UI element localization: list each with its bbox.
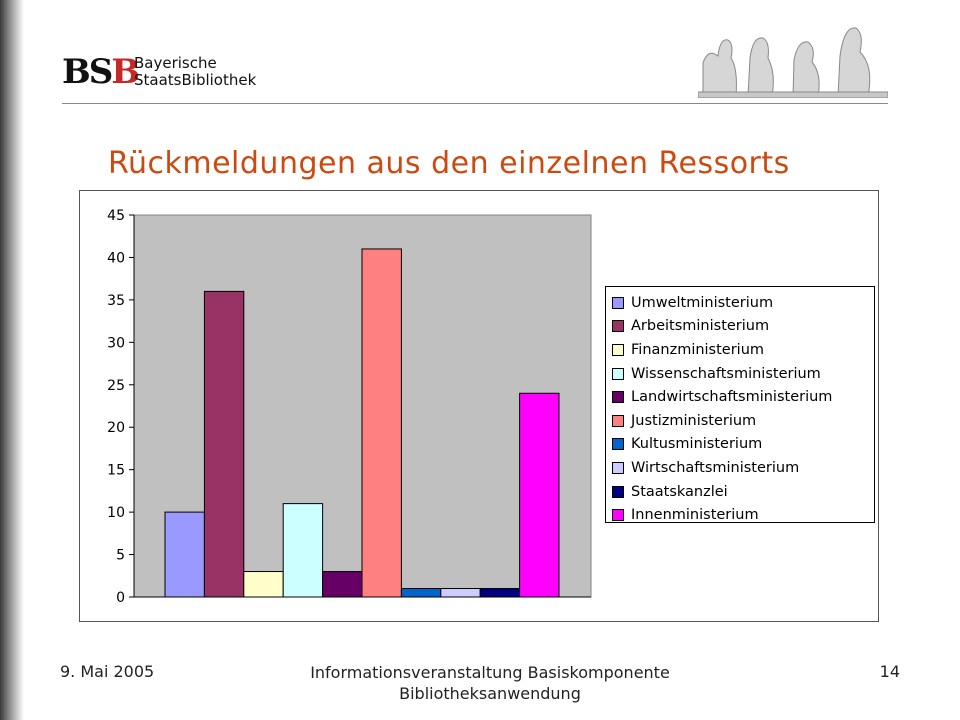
legend-swatch bbox=[612, 367, 624, 380]
legend-swatch bbox=[612, 320, 624, 333]
footer-page-number: 14 bbox=[879, 662, 900, 681]
y-tick-label: 45 bbox=[107, 208, 125, 224]
footer-presentation-title: Informationsveranstaltung Basiskomponent… bbox=[260, 662, 720, 704]
y-tick-label: 5 bbox=[116, 548, 125, 564]
y-tick-label: 0 bbox=[116, 590, 125, 606]
logo-wordmark: Bayerische StaatsBibliothek bbox=[134, 55, 256, 89]
bar-chart: 0 5 10 15 20 25 30 35 40 45 bbox=[107, 208, 592, 606]
bar-5 bbox=[322, 571, 363, 598]
logo-line-1: Bayerische bbox=[134, 54, 217, 72]
legend-label: Arbeitsministerium bbox=[631, 318, 770, 335]
y-tick-label: 25 bbox=[107, 378, 125, 394]
legend-item: Wissenschaftsministerium bbox=[606, 362, 874, 386]
legend-label: Wissenschaftsministerium bbox=[631, 365, 821, 382]
bar-10 bbox=[519, 392, 560, 598]
legend-swatch bbox=[612, 509, 624, 522]
bar-4 bbox=[282, 503, 324, 598]
bar-3 bbox=[243, 571, 284, 598]
legend-label: Innenministerium bbox=[631, 507, 759, 524]
legend-label: Staatskanzlei bbox=[631, 483, 728, 500]
legend-item: Staatskanzlei bbox=[606, 480, 874, 504]
legend-item: Justizministerium bbox=[606, 409, 874, 433]
legend-label: Finanzministerium bbox=[631, 341, 765, 358]
footer-title-line-1: Informationsveranstaltung Basiskomponent… bbox=[310, 663, 670, 682]
y-tick-label: 35 bbox=[107, 293, 125, 309]
statues-illustration bbox=[698, 27, 888, 98]
legend-item: Wirtschaftsministerium bbox=[606, 456, 874, 480]
logo-mark: BSB bbox=[62, 52, 140, 92]
page-title: Rückmeldungen aus den einzelnen Ressorts bbox=[108, 146, 790, 181]
footer-date: 9. Mai 2005 bbox=[60, 662, 155, 681]
legend-item: Innenministerium bbox=[606, 503, 874, 527]
header-divider bbox=[62, 103, 888, 104]
y-tick-label: 15 bbox=[107, 463, 125, 479]
legend-swatch bbox=[612, 343, 624, 356]
legend-label: Umweltministerium bbox=[631, 294, 774, 311]
bar-6 bbox=[361, 248, 402, 598]
bar-7 bbox=[400, 588, 442, 598]
legend-swatch bbox=[612, 461, 624, 474]
legend-swatch bbox=[612, 391, 624, 404]
legend-item: Landwirtschaftsministerium bbox=[606, 385, 874, 409]
legend-swatch bbox=[612, 438, 624, 451]
legend-label: Kultusministerium bbox=[631, 436, 763, 453]
y-tick-label: 10 bbox=[107, 505, 125, 521]
footer-title-line-2: Bibliotheksanwendung bbox=[399, 684, 581, 703]
y-tick-label: 30 bbox=[107, 335, 125, 351]
legend-swatch bbox=[612, 414, 624, 427]
legend-label: Wirtschaftsministerium bbox=[631, 459, 800, 476]
legend-label: Justizministerium bbox=[631, 412, 757, 429]
left-edge-shading bbox=[0, 0, 24, 720]
bar-2 bbox=[203, 290, 245, 598]
legend-item: Finanzministerium bbox=[606, 338, 874, 362]
chart-legend: Umweltministerium Arbeitsministerium Finan… bbox=[605, 286, 875, 523]
y-tick-label: 40 bbox=[107, 250, 125, 266]
legend-swatch bbox=[612, 485, 624, 498]
bar-9 bbox=[479, 588, 521, 598]
y-tick-label: 20 bbox=[107, 420, 125, 436]
legend-label: Landwirtschaftsministerium bbox=[631, 389, 833, 406]
legend-item: Arbeitsministerium bbox=[606, 315, 874, 339]
legend-swatch bbox=[612, 296, 624, 309]
bar-1 bbox=[164, 511, 205, 598]
legend-item: Kultusministerium bbox=[606, 433, 874, 457]
bar-8 bbox=[440, 588, 481, 598]
legend-item: Umweltministerium bbox=[606, 291, 874, 315]
logo-line-2: StaatsBibliothek bbox=[134, 71, 257, 89]
